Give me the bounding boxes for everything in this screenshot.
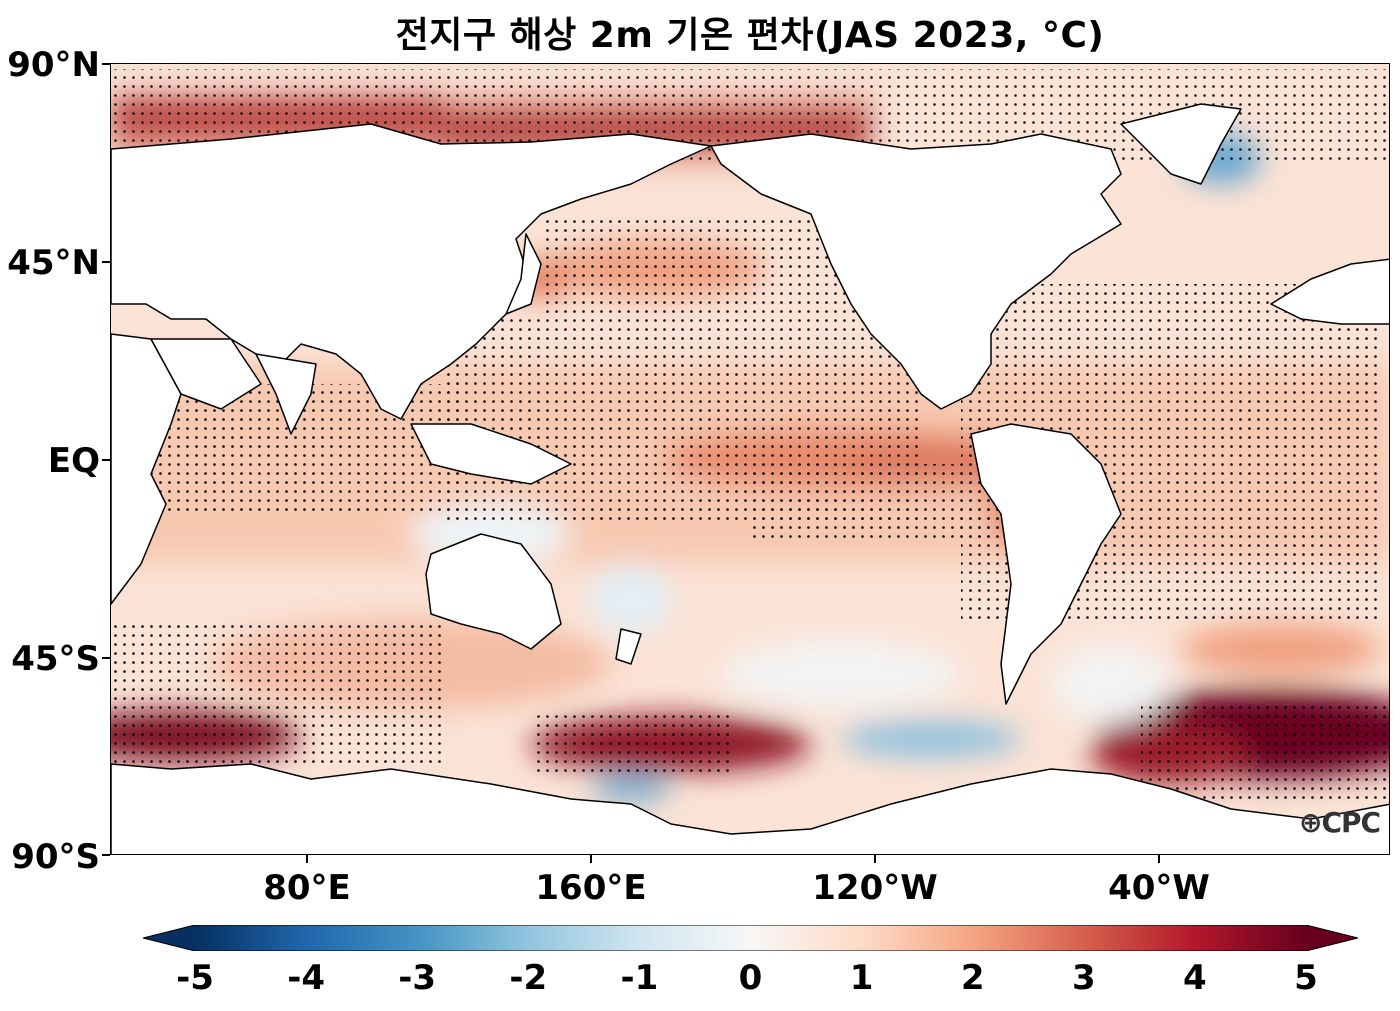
colorbar	[143, 925, 1358, 951]
lat-tick-label-eq: EQ	[47, 441, 100, 481]
colorbar-tick-label: -2	[509, 958, 548, 998]
lon-tick	[306, 855, 308, 863]
lat-tick	[102, 854, 110, 856]
colorbar-body	[195, 925, 1306, 951]
map-panel	[110, 63, 1390, 855]
lat-tick-label-90n: 90°N	[7, 45, 100, 85]
lon-tick	[590, 855, 592, 863]
lon-tick-label-80e: 80°E	[263, 868, 351, 908]
colorbar-tick-label: 0	[738, 958, 763, 998]
anomaly-map	[111, 64, 1389, 854]
lat-tick	[102, 63, 110, 65]
cpc-logo-icon: ⊕	[1299, 806, 1322, 839]
land-india	[255, 353, 317, 435]
cpc-watermark: ⊕CPC	[1299, 806, 1381, 839]
land-greenland	[1120, 103, 1242, 185]
land-europe-right	[1270, 258, 1389, 325]
watermark-text: CPC	[1321, 806, 1381, 839]
lon-tick-label-40w: 40°W	[1108, 868, 1210, 908]
lat-tick	[102, 261, 110, 263]
land-antarctica	[111, 763, 1389, 854]
lat-tick-label-45s: 45°S	[11, 639, 100, 679]
lat-tick	[102, 657, 110, 659]
colorbar-extend-low	[143, 925, 195, 951]
map-title: 전지구 해상 2m 기온 편차(JAS 2023, °C)	[395, 15, 1105, 56]
land-north-america	[710, 133, 1122, 410]
land-maritime-se-asia	[410, 423, 572, 485]
colorbar-tick-label: -1	[620, 958, 659, 998]
colorbar-tick-label: 5	[1294, 958, 1318, 998]
colorbar-extend-high	[1306, 925, 1358, 951]
lat-tick-label-45n: 45°N	[7, 243, 100, 283]
colorbar-tick-label: -3	[398, 958, 437, 998]
lat-tick-label-90s: 90°S	[11, 837, 100, 877]
colorbar-tick-label: 1	[849, 958, 874, 998]
colorbar-tick-label: 2	[960, 958, 985, 998]
land-japan	[505, 233, 542, 315]
land-south-america	[970, 423, 1122, 705]
lon-tick-label-120w: 120°W	[812, 868, 938, 908]
land-masses	[111, 103, 1389, 854]
land-new-zealand	[615, 628, 642, 665]
land-australia	[425, 533, 562, 650]
land-eurasia	[111, 123, 712, 420]
lon-tick	[874, 855, 876, 863]
lon-tick-label-160e: 160°E	[535, 868, 647, 908]
colorbar-tick-label: 4	[1183, 958, 1207, 998]
lat-tick	[102, 459, 110, 461]
land-arabia	[150, 338, 262, 410]
colorbar-tick-label: -5	[176, 958, 214, 998]
lon-tick	[1158, 855, 1160, 863]
colorbar-tick-label: -4	[287, 958, 325, 998]
colorbar-tick-label: 3	[1071, 958, 1096, 998]
